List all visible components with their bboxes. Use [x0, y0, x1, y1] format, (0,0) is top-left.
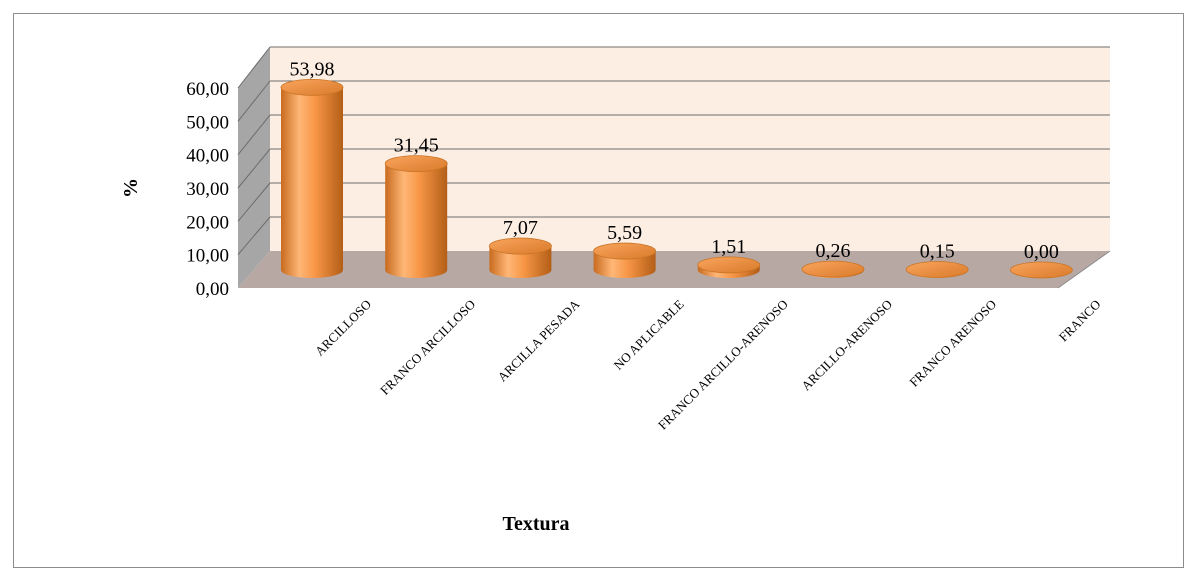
bar-body [281, 87, 343, 278]
data-label: 1,51 [711, 236, 746, 258]
bar [593, 242, 656, 278]
x-tick-label: ARCILLA PESADA [495, 296, 583, 384]
bar-cap [801, 260, 865, 278]
x-tick-label: FRANCO ARCILLOSO [377, 297, 478, 398]
x-axis-title: Textura [502, 513, 569, 535]
bar [489, 237, 552, 278]
bar-cap [1010, 261, 1073, 279]
bar [697, 256, 761, 278]
plot-walls [238, 47, 1111, 289]
bar-cap [593, 242, 656, 260]
y-tick-label: 60,00 [186, 79, 229, 100]
bars [280, 78, 1073, 279]
gridline-side [237, 114, 271, 155]
x-tick-label: ARCILLO-ARENOSO [798, 297, 895, 394]
data-label: 0,00 [1024, 241, 1059, 263]
gridline-side [237, 148, 271, 189]
gridline-side [237, 80, 271, 122]
bar-cap [905, 261, 969, 278]
bar-body [489, 246, 552, 278]
bar-cap [489, 237, 552, 255]
gridline-side [237, 216, 271, 255]
gridline-side [237, 46, 271, 89]
data-label: 53,98 [290, 58, 335, 80]
bar [905, 261, 969, 278]
side-wall [238, 47, 270, 288]
y-tick-label: 30,00 [186, 179, 229, 200]
y-tick-label: 50,00 [186, 112, 229, 133]
data-labels: 53,98 31,45 7,07 5,59 1,51 0,26 0,15 0,00 [290, 58, 1059, 263]
y-tick-label: 10,00 [186, 246, 229, 267]
data-label: 0,26 [816, 240, 851, 262]
gridline-side [237, 182, 271, 222]
bar-cap [280, 78, 344, 96]
x-tick-label: NO APLICABLE [610, 296, 686, 372]
data-label: 31,45 [394, 135, 439, 157]
bar [1010, 261, 1073, 279]
bar [384, 155, 448, 278]
data-label: 7,07 [503, 217, 538, 239]
x-tick-label: ARCILLOSO [312, 297, 374, 359]
y-axis-title: % [120, 178, 142, 198]
y-axis: 0,00 10,00 20,00 30,00 40,00 50,00 60,00 [186, 79, 229, 300]
bar [801, 260, 865, 278]
y-tick-label: 20,00 [186, 212, 229, 233]
gridlines [237, 46, 1110, 255]
y-tick-label: 0,00 [196, 279, 229, 300]
bar-cap [697, 256, 761, 274]
data-label: 0,15 [920, 240, 955, 262]
floor [238, 251, 1110, 288]
floor-edge [1057, 250, 1111, 289]
x-tick-label: FRANCO [1056, 297, 1104, 345]
bar [280, 78, 344, 278]
x-tick-label: FRANCO ARENOSO [906, 297, 999, 390]
y-tick-label: 40,00 [186, 146, 229, 167]
x-axis: ARCILLOSO FRANCO ARCILLOSO ARCILLA PESADA N… [312, 296, 1104, 432]
bar-body [385, 163, 448, 278]
bar-cap [384, 155, 448, 172]
data-label: 5,59 [607, 222, 642, 244]
